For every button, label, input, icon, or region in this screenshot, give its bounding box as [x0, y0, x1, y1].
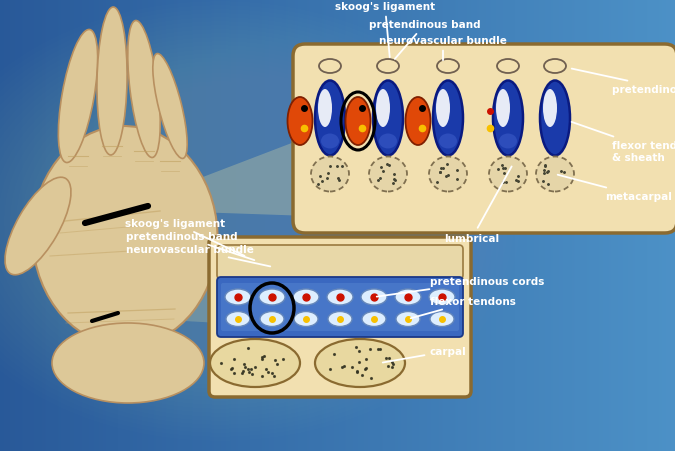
Ellipse shape [433, 81, 463, 156]
Ellipse shape [327, 290, 353, 305]
Ellipse shape [225, 290, 251, 305]
Ellipse shape [430, 312, 454, 327]
Ellipse shape [496, 90, 510, 128]
Ellipse shape [439, 134, 457, 149]
Text: neurovascular bundle: neurovascular bundle [379, 36, 507, 61]
Ellipse shape [369, 157, 407, 192]
Ellipse shape [259, 290, 285, 305]
Polygon shape [108, 137, 310, 216]
Ellipse shape [32, 127, 217, 346]
FancyBboxPatch shape [217, 245, 463, 279]
FancyBboxPatch shape [293, 45, 675, 234]
Ellipse shape [361, 290, 387, 305]
FancyBboxPatch shape [217, 277, 463, 337]
Ellipse shape [395, 290, 421, 305]
Ellipse shape [210, 339, 300, 387]
Ellipse shape [260, 312, 284, 327]
Text: pretendinous band: pretendinous band [369, 20, 481, 60]
Ellipse shape [396, 312, 420, 327]
Ellipse shape [544, 60, 566, 74]
Ellipse shape [377, 60, 399, 74]
Ellipse shape [497, 60, 519, 74]
Text: carpal: carpal [383, 346, 466, 363]
Text: metacarpal: metacarpal [558, 175, 672, 202]
Ellipse shape [288, 98, 313, 146]
Ellipse shape [379, 134, 397, 149]
Ellipse shape [346, 98, 371, 146]
Ellipse shape [373, 81, 403, 156]
Ellipse shape [311, 157, 349, 192]
Ellipse shape [293, 290, 319, 305]
FancyBboxPatch shape [209, 238, 471, 397]
Ellipse shape [489, 157, 527, 192]
Ellipse shape [128, 22, 160, 158]
Ellipse shape [362, 312, 386, 327]
Ellipse shape [328, 312, 352, 327]
FancyBboxPatch shape [221, 283, 459, 331]
Ellipse shape [429, 157, 467, 192]
Text: flexor tendons
& sheath: flexor tendons & sheath [572, 123, 675, 162]
Ellipse shape [319, 60, 341, 74]
Ellipse shape [536, 157, 574, 192]
Ellipse shape [153, 55, 187, 159]
Ellipse shape [52, 323, 204, 403]
Text: skoog's ligament: skoog's ligament [335, 2, 435, 58]
Ellipse shape [376, 90, 390, 128]
Ellipse shape [493, 81, 523, 156]
Ellipse shape [5, 178, 71, 275]
Text: pretendinous band: pretendinous band [126, 231, 254, 261]
Ellipse shape [97, 8, 127, 156]
Ellipse shape [429, 290, 455, 305]
Polygon shape [95, 283, 220, 323]
Ellipse shape [315, 339, 405, 387]
Ellipse shape [318, 90, 332, 128]
Ellipse shape [543, 90, 557, 128]
Text: flexor tendons: flexor tendons [410, 296, 516, 318]
Ellipse shape [540, 81, 570, 156]
Text: neurovascular bundle: neurovascular bundle [126, 244, 270, 267]
Ellipse shape [226, 312, 250, 327]
Ellipse shape [406, 98, 431, 146]
Ellipse shape [499, 134, 517, 149]
Ellipse shape [437, 60, 459, 74]
Text: lumbrical: lumbrical [444, 167, 512, 244]
Ellipse shape [294, 312, 318, 327]
Ellipse shape [321, 134, 339, 149]
Text: pretendinous cord: pretendinous cord [572, 69, 675, 95]
Text: pretendinous cords: pretendinous cords [377, 276, 544, 297]
Text: skoog's ligament: skoog's ligament [125, 219, 244, 256]
Ellipse shape [315, 81, 345, 156]
Ellipse shape [58, 30, 98, 163]
Ellipse shape [436, 90, 450, 128]
